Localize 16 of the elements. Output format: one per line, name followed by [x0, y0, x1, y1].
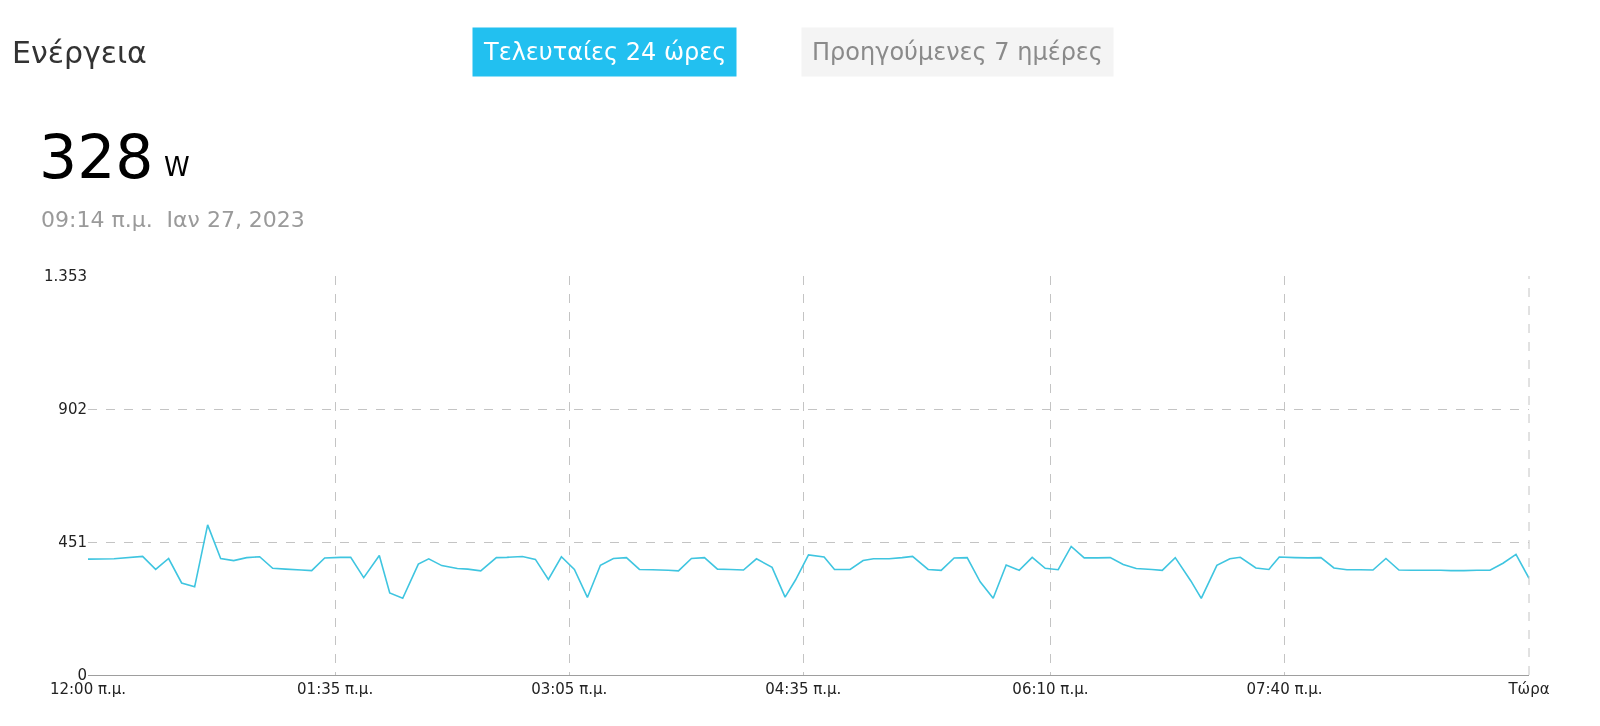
- x-tick-label: 04:35 π.μ.: [765, 680, 842, 698]
- x-tick-label: 03:05 π.μ.: [531, 680, 608, 698]
- text: W: [164, 152, 190, 182]
- x-tick-label: 01:35 π.μ.: [297, 680, 374, 698]
- x-tick-label: 06:10 π.μ.: [1012, 680, 1089, 698]
- line-series: [88, 524, 1529, 600]
- x-tick-label: Τώρα: [1507, 680, 1550, 698]
- x-tick-label: 07:40 π.μ.: [1246, 680, 1323, 698]
- text: Τελευταίες 24 ώρες: [483, 38, 727, 66]
- text: 328: [39, 122, 154, 192]
- text: Προηγούμενες 7 ημέρες: [812, 38, 1103, 66]
- chart-title: Ενέργεια: [12, 34, 147, 70]
- y-tick-label: 451: [58, 533, 87, 552]
- y-tick-label: 1.353: [44, 267, 87, 286]
- y-tick-label: 902: [58, 400, 87, 419]
- text: 09:14 π.μ. Ιαν 27, 2023: [41, 207, 305, 232]
